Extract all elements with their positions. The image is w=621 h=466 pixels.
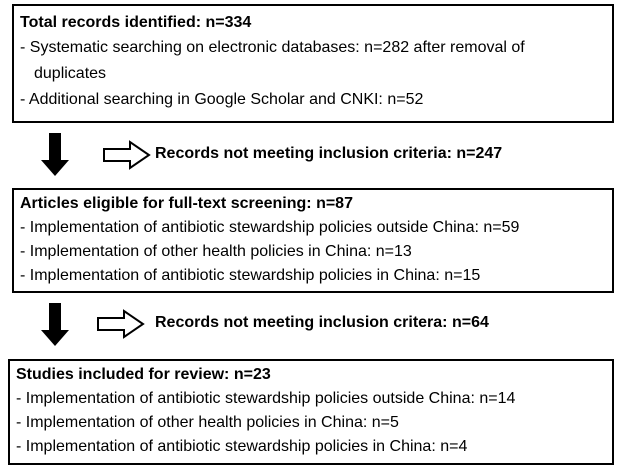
box-item: - Implementation of antibiotic stewardsh… bbox=[20, 219, 520, 236]
box-title: Studies included for review: n=23 bbox=[16, 366, 271, 383]
box-item: - Implementation of antibiotic stewardsh… bbox=[20, 267, 481, 284]
box-item: - Implementation of other health policie… bbox=[16, 414, 399, 431]
exclusion-arrow bbox=[97, 309, 145, 339]
box-item: - Implementation of other health policie… bbox=[20, 243, 412, 260]
box-item: - Implementation of antibiotic stewardsh… bbox=[16, 438, 468, 455]
flow-box: Studies included for review: n=23 - Imple… bbox=[8, 359, 614, 465]
box-title: Total records identified: n=334 bbox=[20, 14, 252, 31]
exclusion-label: Records not meeting inclusion critera: n… bbox=[155, 314, 489, 331]
flow-box: Articles eligible for full-text screenin… bbox=[12, 188, 614, 293]
flow-box: Total records identified: n=334 - Systema… bbox=[12, 4, 614, 123]
down-arrow bbox=[41, 133, 69, 176]
box-item: - Systematic searching on electronic dat… bbox=[20, 39, 525, 82]
box-item: - Implementation of antibiotic stewardsh… bbox=[16, 390, 516, 407]
box-title: Articles eligible for full-text screenin… bbox=[20, 195, 353, 212]
down-arrow bbox=[41, 303, 69, 346]
exclusion-label: Records not meeting inclusion criteria: … bbox=[155, 145, 503, 162]
box-item: - Additional searching in Google Scholar… bbox=[20, 91, 424, 108]
exclusion-arrow bbox=[103, 140, 151, 170]
